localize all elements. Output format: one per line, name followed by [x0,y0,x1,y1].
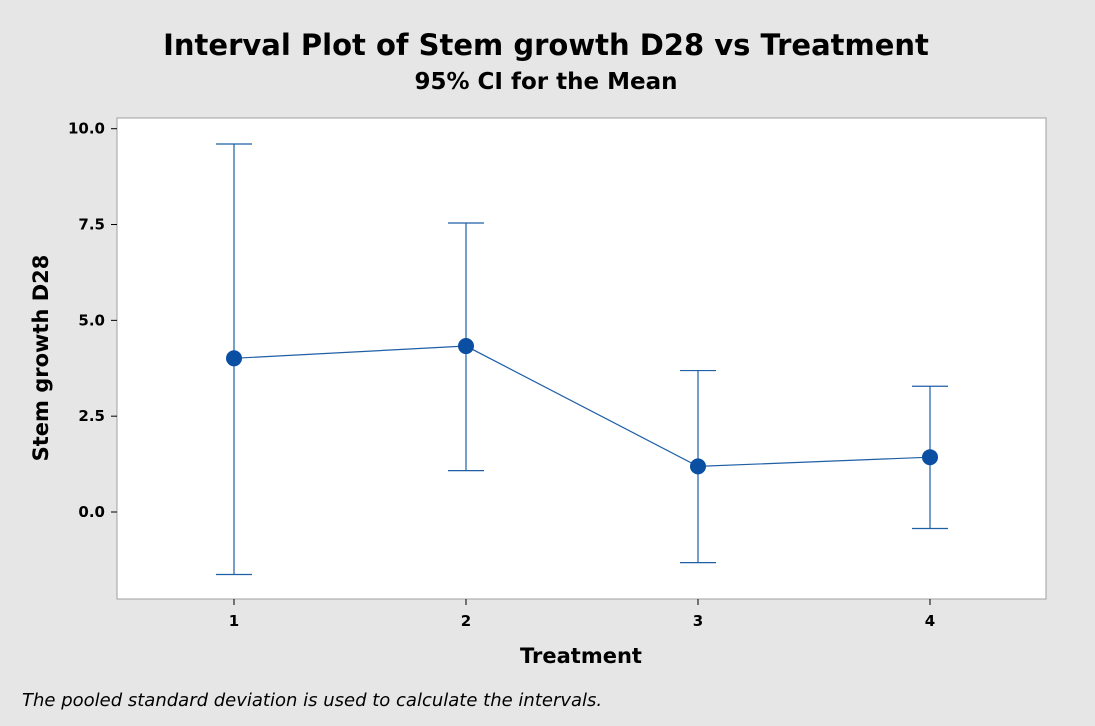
x-axis-label: Treatment [520,644,642,668]
mean-marker [922,449,938,466]
x-tick-label: 4 [925,612,935,630]
mean-marker [458,338,474,355]
y-tick-label: 2.5 [78,407,105,425]
y-tick-label: 5.0 [78,311,105,329]
x-tick-label: 1 [229,612,239,630]
x-axis: 1 2 3 4 [229,599,935,630]
mean-connect-line [233,345,931,467]
mean-marker [690,458,706,475]
chart-title: Interval Plot of Stem growth D28 vs Trea… [163,28,929,62]
y-tick-label: 7.5 [78,216,105,234]
footnote: The pooled standard deviation is used to… [22,690,603,711]
x-tick-label: 3 [693,612,703,630]
x-tick-label: 2 [461,612,471,630]
y-axis-label: Stem growth D28 [29,255,53,462]
y-tick-label: 10.0 [68,120,105,138]
mean-marker [226,350,242,367]
series [216,143,948,576]
y-tick-label: 0.0 [78,503,105,521]
plot-area [116,117,1047,600]
y-axis: 0.0 2.5 5.0 7.5 10.0 [68,120,117,521]
chart-subtitle: 95% CI for the Mean [414,69,677,95]
